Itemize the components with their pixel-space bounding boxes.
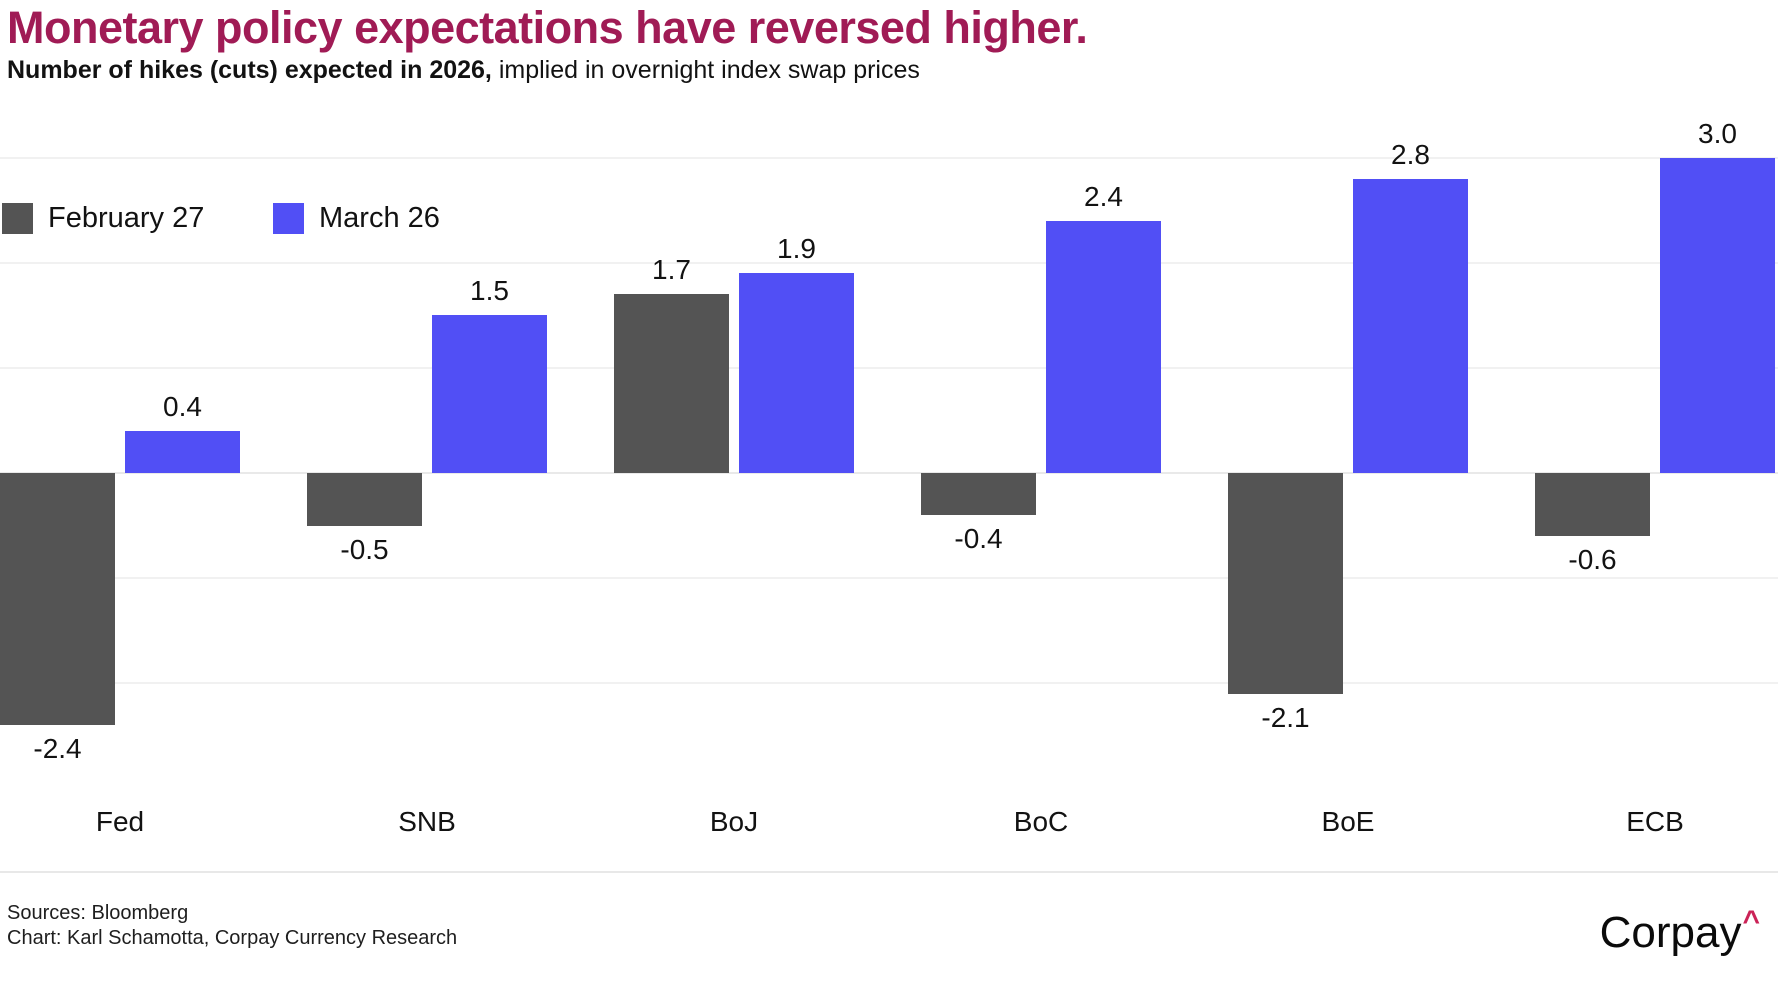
footer-divider — [0, 871, 1778, 873]
gridline--2 — [0, 682, 1778, 684]
subtitle-bold-text: Number of hikes (cuts) expected in 2026, — [7, 56, 492, 84]
legend-item-march-26: March 26 — [273, 202, 440, 235]
zero-baseline — [0, 472, 1778, 474]
bar-chart: -2.4 0.4 -0.5 1.5 1.7 1.9 -0.4 2.4 -2.1 2.8 -0.6 3.… — [0, 118, 1778, 837]
legend-swatch-blue — [273, 203, 304, 234]
value-label-boj-mar: 1.9 — [777, 233, 816, 264]
gridline-2 — [0, 262, 1778, 264]
gridline--1 — [0, 577, 1778, 579]
value-label-fed-mar: 0.4 — [163, 391, 202, 422]
sources-text: Sources: Bloomberg — [7, 902, 189, 924]
corpay-caret-icon: ^ — [1742, 905, 1760, 938]
bar-february-27-boc — [921, 473, 1036, 515]
category-label-boc: BoC — [1013, 806, 1069, 837]
page-title: Monetary policy expectations have revers… — [7, 2, 1088, 53]
page-subtitle: Number of hikes (cuts) expected in 2026,… — [7, 56, 920, 85]
value-label-snb-feb: -0.5 — [340, 534, 389, 565]
value-label-boe-feb: -2.1 — [1261, 702, 1310, 733]
value-label-fed-feb: -2.4 — [33, 733, 82, 764]
bar-march-26-snb — [432, 315, 547, 473]
legend-item-february-27: February 27 — [2, 202, 204, 235]
value-label-boc-mar: 2.4 — [1084, 181, 1123, 212]
legend-label: March 26 — [319, 202, 440, 234]
bar-february-27-fed — [0, 473, 115, 725]
category-label-ecb: ECB — [1626, 806, 1684, 837]
bar-march-26-boc — [1046, 221, 1161, 473]
category-label-snb: SNB — [398, 806, 456, 837]
gridline-1 — [0, 367, 1778, 369]
bar-march-26-fed — [125, 431, 240, 473]
category-label-boj: BoJ — [709, 806, 759, 837]
legend-label: February 27 — [48, 202, 205, 234]
legend-swatch-gray — [2, 203, 33, 234]
category-label-fed: Fed — [95, 806, 145, 837]
bar-february-27-boe — [1228, 473, 1343, 694]
category-label-boe: BoE — [1321, 806, 1375, 837]
value-label-ecb-feb: -0.6 — [1568, 544, 1617, 575]
credit-text: Chart: Karl Schamotta, Corpay Currency R… — [7, 927, 458, 949]
value-label-ecb-mar: 3.0 — [1698, 118, 1737, 149]
bar-march-26-boe — [1353, 179, 1468, 473]
subtitle-regular-text: implied in overnight index swap prices — [491, 56, 920, 84]
corpay-logo-text: Corpay — [1599, 908, 1742, 957]
value-label-boc-feb: -0.4 — [954, 523, 1003, 554]
value-label-boj-feb: 1.7 — [652, 254, 691, 285]
bar-february-27-boj — [614, 294, 729, 473]
bar-february-27-snb — [307, 473, 422, 526]
bar-february-27-ecb — [1535, 473, 1650, 536]
bar-march-26-boj — [739, 273, 854, 473]
gridline-3 — [0, 157, 1778, 159]
bar-march-26-ecb — [1660, 158, 1775, 473]
value-label-snb-mar: 1.5 — [470, 275, 509, 306]
corpay-logo: Corpay^ — [1599, 905, 1760, 958]
value-label-boe-mar: 2.8 — [1391, 139, 1430, 170]
